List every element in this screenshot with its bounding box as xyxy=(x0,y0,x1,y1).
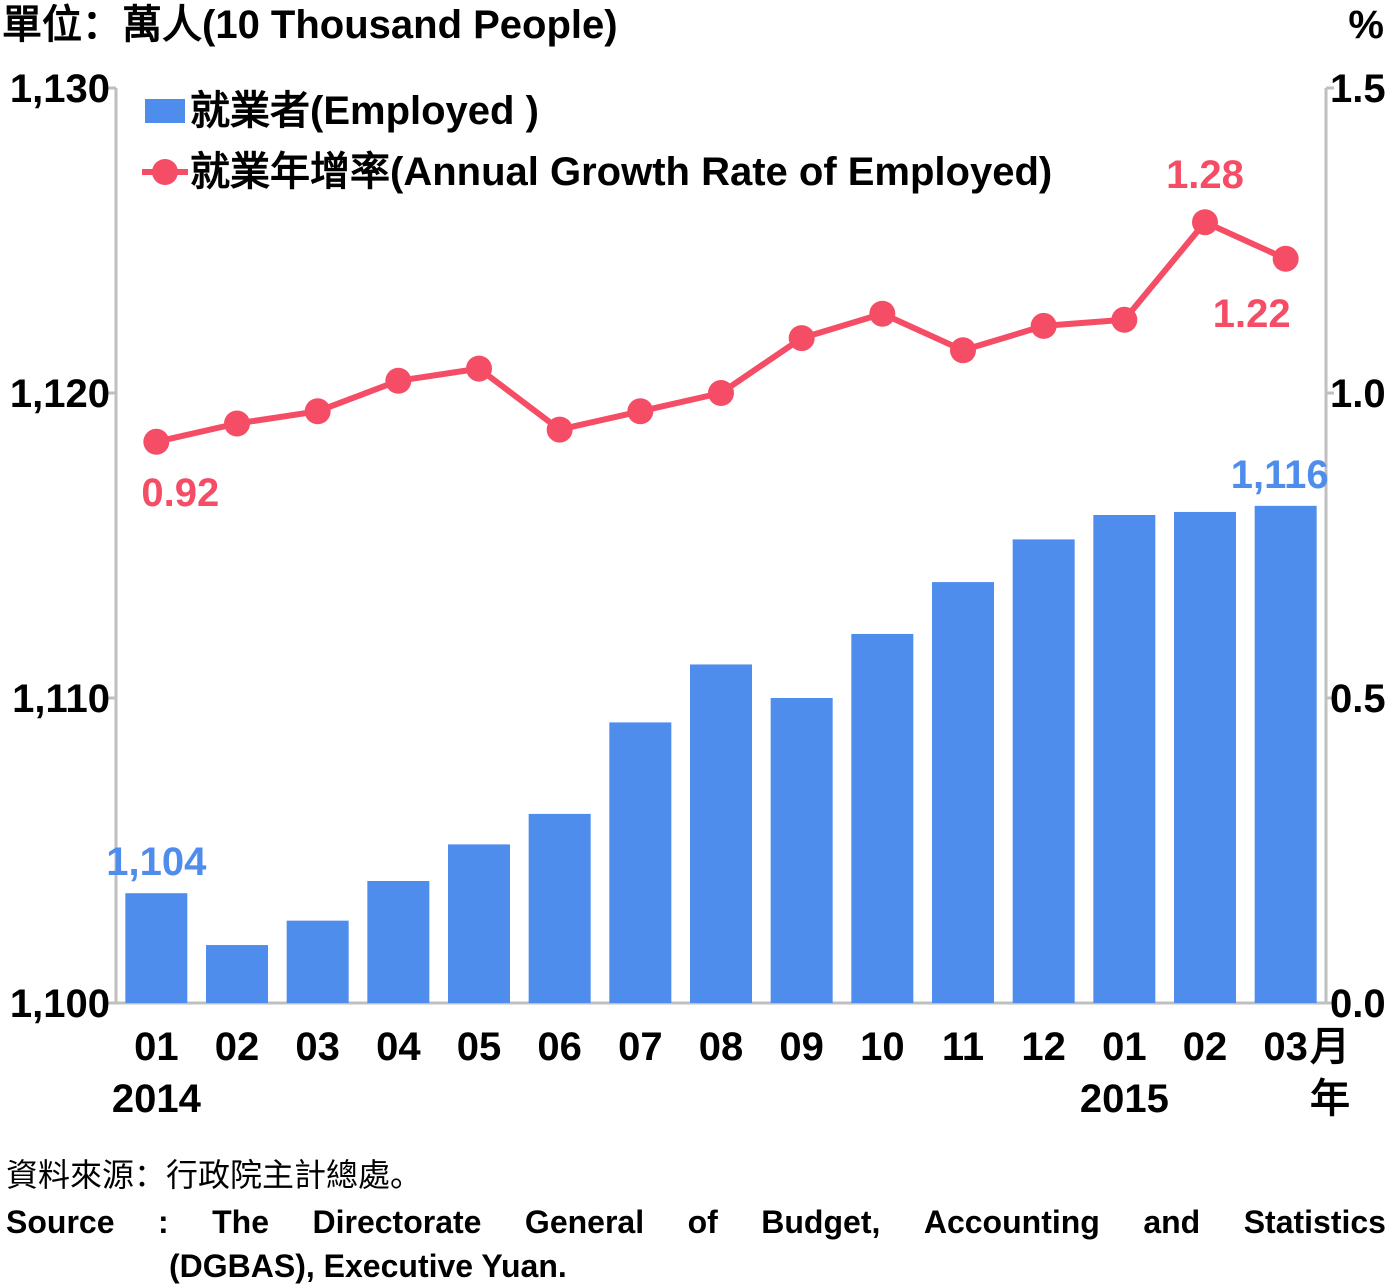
legend-label-employed: 就業者(Employed ) xyxy=(190,89,539,133)
x-tick-label: 10 xyxy=(860,1025,905,1069)
bar xyxy=(528,813,591,1003)
bar xyxy=(851,633,914,1003)
line-point xyxy=(788,325,815,352)
bar xyxy=(125,893,188,1003)
year-label: 2014 xyxy=(112,1077,202,1121)
source-word: Accounting xyxy=(923,1204,1100,1240)
line-point xyxy=(1111,306,1138,333)
source-word: Source xyxy=(6,1204,115,1240)
source-word: General xyxy=(524,1204,645,1240)
line-point xyxy=(385,367,412,394)
bar xyxy=(1012,539,1075,1003)
x-tick-label: 01 xyxy=(134,1025,179,1069)
bar xyxy=(1254,505,1317,1003)
bar xyxy=(448,844,510,1003)
line-point xyxy=(224,410,250,437)
x-tick-label: 03 xyxy=(295,1025,340,1069)
year-label: 2015 xyxy=(1080,1077,1169,1121)
legend-label-growth: 就業年增率(Annual Growth Rate of Employed) xyxy=(190,150,1052,194)
bar xyxy=(1174,511,1236,1003)
x-tick-label: 03 xyxy=(1263,1025,1308,1069)
x-tick-label: 11 xyxy=(942,1025,984,1069)
source-english-line2: (DGBAS), Executive Yuan. xyxy=(169,1248,567,1284)
right-unit-label: % xyxy=(1348,3,1384,47)
line-point xyxy=(869,300,896,327)
line-point xyxy=(143,428,170,455)
line-point xyxy=(304,398,331,425)
source-chinese: 資料來源：行政院主計總處。 xyxy=(6,1157,423,1193)
legend-swatch-growth-dot xyxy=(152,159,178,185)
left-tick-label: 1,120 xyxy=(10,372,110,416)
bar xyxy=(770,698,833,1003)
left-tick-label: 1,100 xyxy=(10,982,110,1026)
left-tick-label: 1,130 xyxy=(10,67,110,111)
x-tick-label: 04 xyxy=(376,1025,421,1069)
line-point xyxy=(1192,209,1218,236)
bar xyxy=(206,945,268,1003)
bar-data-label: 1,116 xyxy=(1231,453,1329,497)
left-tick-label: 1,110 xyxy=(12,677,110,721)
right-tick-label: 0.5 xyxy=(1330,677,1386,721)
right-tick-label: 1.0 xyxy=(1330,372,1386,416)
line-point xyxy=(466,355,492,382)
line-point xyxy=(950,337,976,364)
right-tick-label: 0.0 xyxy=(1330,982,1386,1026)
line-point xyxy=(546,416,573,443)
x-tick-label: 08 xyxy=(699,1025,744,1069)
x-tick-label: 12 xyxy=(1021,1025,1066,1069)
line-data-label: 0.92 xyxy=(141,471,219,515)
x-tick-label: 07 xyxy=(618,1025,663,1069)
bar-data-label: 1,104 xyxy=(106,840,207,884)
x-tick-label: 09 xyxy=(779,1025,824,1069)
combo-chart: 1,100 1,110 1,120 1,130 0.0 0.5 1.0 1.5 單位：萬人(10… xyxy=(2,3,1386,1121)
right-tick-label: 1.5 xyxy=(1330,67,1386,111)
line-data-label: 1.22 xyxy=(1213,292,1291,336)
bar xyxy=(367,881,430,1003)
line-point xyxy=(1272,245,1299,272)
source-word: The xyxy=(212,1204,269,1240)
legend-swatch-employed xyxy=(145,99,185,123)
bar xyxy=(932,582,994,1003)
line-data-label: 1.28 xyxy=(1166,153,1244,197)
line-point xyxy=(627,398,654,425)
year-suffix-label: 年 xyxy=(1310,1077,1350,1121)
x-tick-label: 02 xyxy=(1183,1025,1228,1069)
line-point xyxy=(708,380,734,406)
bar xyxy=(1093,515,1156,1003)
line-point xyxy=(1030,312,1057,339)
source-word: Statistics xyxy=(1243,1204,1386,1240)
bar xyxy=(286,920,349,1003)
source-english-line1: Source: The Directorate General of Budget, Acc… xyxy=(6,1200,1386,1244)
source-word: Budget, xyxy=(761,1204,881,1240)
source-word: : xyxy=(157,1204,169,1240)
x-tick-label: 05 xyxy=(457,1025,502,1069)
bar xyxy=(609,722,672,1003)
x-tick-label: 01 xyxy=(1102,1025,1147,1069)
source-word: of xyxy=(687,1204,718,1240)
month-suffix-label: 月 xyxy=(1310,1025,1350,1069)
source-english: Source: The Directorate General of Budget, Acc… xyxy=(6,1200,1386,1288)
source-word: and xyxy=(1143,1204,1201,1240)
x-tick-label: 02 xyxy=(215,1025,260,1069)
source-word: Directorate xyxy=(312,1204,482,1240)
x-tick-label: 06 xyxy=(537,1025,582,1069)
unit-label: 單位：萬人(10 Thousand People) xyxy=(2,3,618,47)
bar xyxy=(690,664,752,1003)
